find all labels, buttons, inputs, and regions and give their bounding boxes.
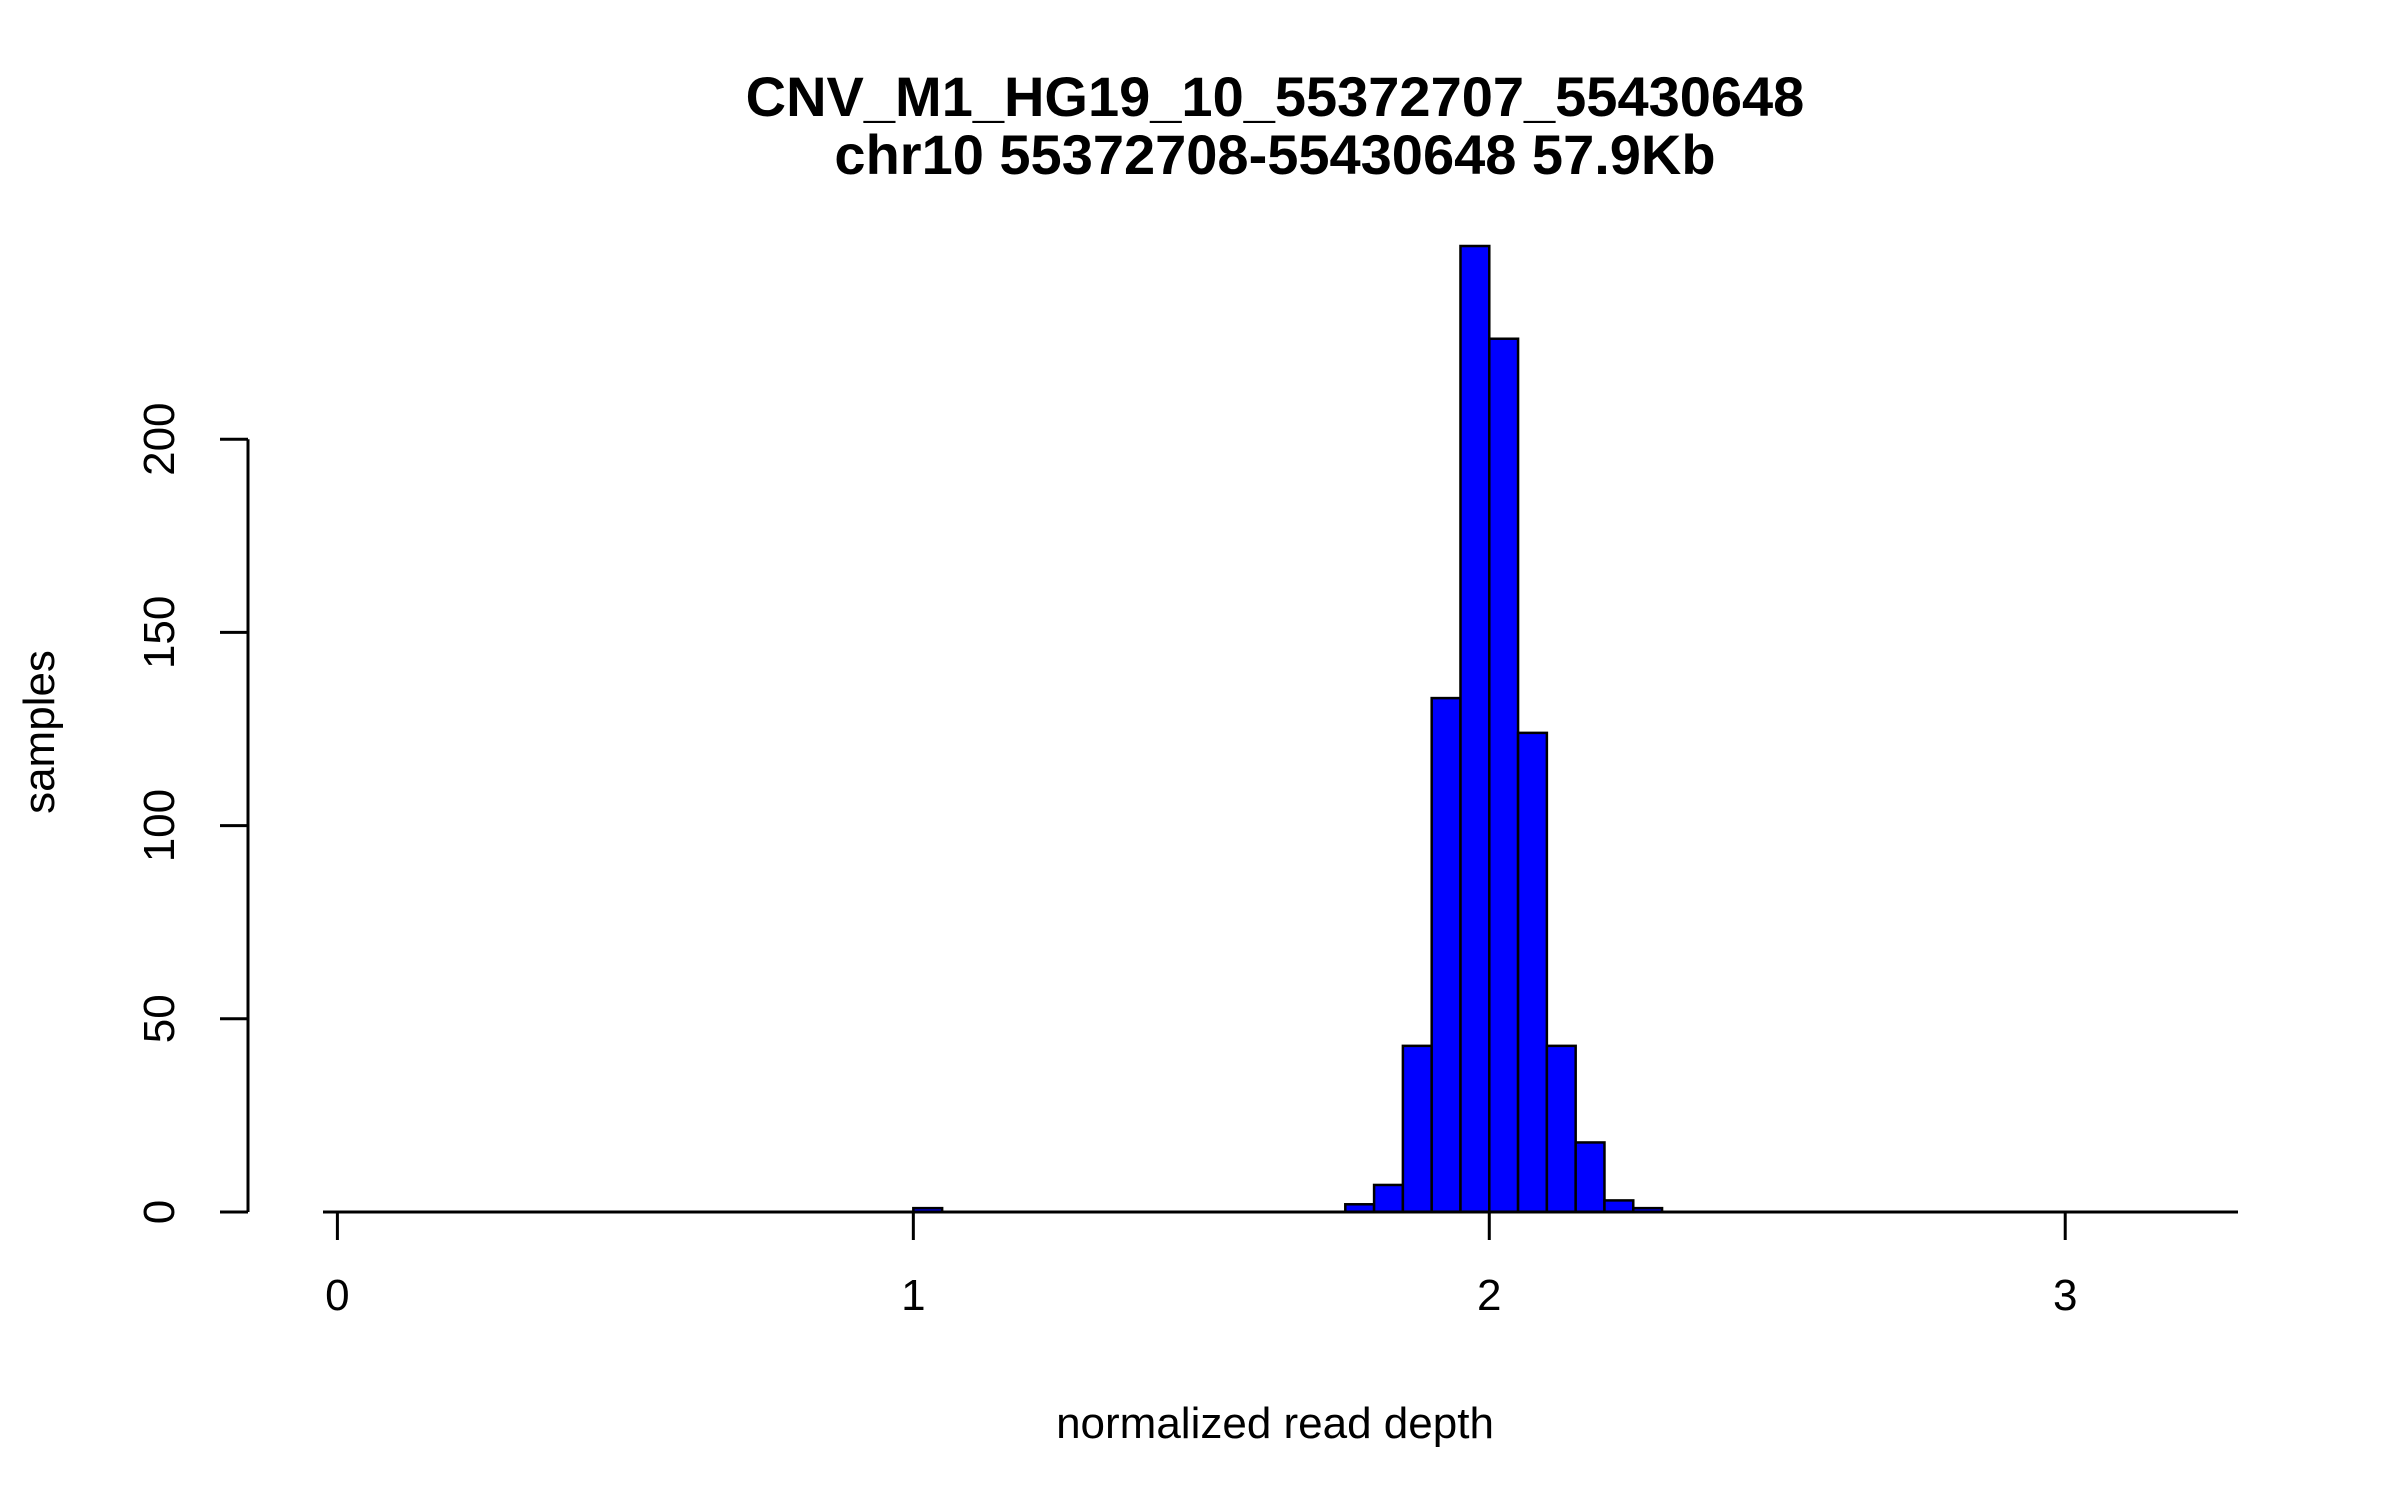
x-tick-label: 0 xyxy=(325,1271,349,1320)
histogram-bar xyxy=(1459,244,1491,1214)
x-axis-label: normalized read depth xyxy=(1056,1399,1494,1448)
x-tick-label: 1 xyxy=(901,1271,925,1320)
y-tick-label: 200 xyxy=(135,402,184,475)
x-tick-label: 3 xyxy=(2053,1271,2077,1320)
y-tick-label: 150 xyxy=(135,596,184,669)
y-axis-label: samples xyxy=(15,650,64,814)
chart-title: CNV_M1_HG19_10_55372707_55430648 xyxy=(746,65,1805,128)
histogram-bar xyxy=(1516,731,1549,1214)
histogram-bar xyxy=(1545,1044,1577,1214)
histogram-bars xyxy=(912,244,1664,1214)
x-axis: 0 1 2 3 xyxy=(325,1212,2077,1320)
histogram-bar xyxy=(1401,1044,1433,1214)
histogram-bar xyxy=(1574,1141,1606,1214)
histogram-bar xyxy=(1603,1199,1635,1214)
y-tick-label: 50 xyxy=(135,994,184,1043)
y-axis: 0 50 100 150 200 xyxy=(135,402,250,1224)
chart-subtitle: chr10 55372708-55430648 57.9Kb xyxy=(834,123,1715,186)
histogram-bar xyxy=(1488,337,1520,1214)
y-tick-label: 100 xyxy=(135,789,184,862)
y-tick-label: 0 xyxy=(135,1200,184,1224)
x-tick-label: 2 xyxy=(1477,1271,1501,1320)
histogram-bar xyxy=(1430,696,1462,1214)
histogram-bar xyxy=(1372,1183,1405,1214)
